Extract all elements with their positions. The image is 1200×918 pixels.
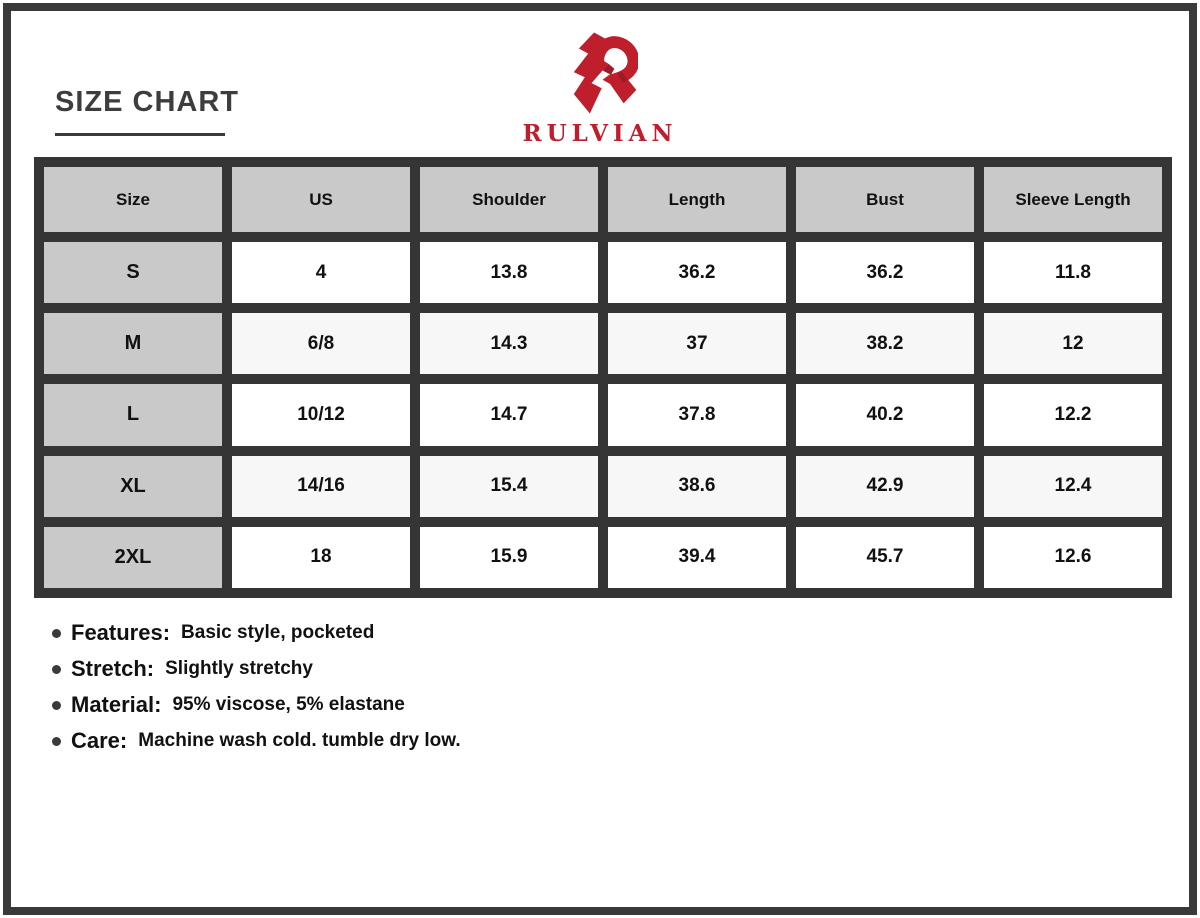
column-header-shoulder: Shoulder <box>420 167 598 232</box>
detail-value: Slightly stretchy <box>165 658 313 679</box>
table-cell: 14/16 <box>232 455 410 517</box>
table-cell: 18 <box>232 526 410 588</box>
table-cell: 12.6 <box>984 526 1162 588</box>
rulvian-r-monogram-icon <box>573 32 638 114</box>
detail-value: 95% viscose, 5% elastane <box>172 694 405 715</box>
table-cell: 42.9 <box>796 455 974 517</box>
detail-label: Features: <box>71 620 171 645</box>
table-cell: 11.8 <box>984 242 1162 304</box>
detail-label: Stretch: <box>71 656 155 681</box>
brand-wordmark: RULVIAN <box>522 120 678 147</box>
detail-value: Basic style, pocketed <box>181 622 375 643</box>
column-header-sleeve-length: Sleeve Length <box>984 167 1162 232</box>
table-cell: 37 <box>608 313 786 375</box>
table-cell: 36.2 <box>608 242 786 304</box>
table-cell: 12 <box>984 313 1162 375</box>
table-cell: 37.8 <box>608 384 786 446</box>
page-frame <box>3 3 1197 915</box>
title-underline <box>55 133 225 136</box>
table-cell: 36.2 <box>796 242 974 304</box>
row-label-m: M <box>44 313 222 375</box>
row-label-s: S <box>44 242 222 304</box>
bullet-icon <box>52 628 61 638</box>
bullet-icon <box>52 700 61 710</box>
detail-item-care: Care: Machine wash cold. tumble dry low. <box>52 728 461 754</box>
column-header-bust: Bust <box>796 167 974 232</box>
detail-item-stretch: Stretch: Slightly stretchy <box>52 656 461 682</box>
table-cell: 45.7 <box>796 526 974 588</box>
column-header-us: US <box>232 167 410 232</box>
detail-label: Care: <box>71 728 128 753</box>
table-cell: 12.4 <box>984 455 1162 517</box>
detail-item-features: Features: Basic style, pocketed <box>52 620 461 646</box>
bullet-icon <box>52 736 61 746</box>
size-chart-table: Size US Shoulder Length Bust Sleeve Leng… <box>34 157 1172 598</box>
table-cell: 40.2 <box>796 384 974 446</box>
bullet-icon <box>52 664 61 674</box>
table-cell: 38.2 <box>796 313 974 375</box>
table-cell: 15.9 <box>420 526 598 588</box>
table-cell: 39.4 <box>608 526 786 588</box>
detail-item-material: Material: 95% viscose, 5% elastane <box>52 692 461 718</box>
brand-logo: RULVIAN <box>0 30 1200 147</box>
row-label-xl: XL <box>44 455 222 517</box>
table-cell: 13.8 <box>420 242 598 304</box>
column-header-size: Size <box>44 167 222 232</box>
table-cell: 4 <box>232 242 410 304</box>
table-cell: 14.7 <box>420 384 598 446</box>
table-cell: 15.4 <box>420 455 598 517</box>
page-title: SIZE CHART <box>55 86 239 118</box>
table-cell: 14.3 <box>420 313 598 375</box>
row-label-l: L <box>44 384 222 446</box>
column-header-length: Length <box>608 167 786 232</box>
table-cell: 12.2 <box>984 384 1162 446</box>
row-label-2xl: 2XL <box>44 526 222 588</box>
table-cell: 38.6 <box>608 455 786 517</box>
table-cell: 10/12 <box>232 384 410 446</box>
detail-label: Material: <box>71 692 162 717</box>
product-details-list: Features: Basic style, pocketed Stretch:… <box>52 620 461 764</box>
detail-value: Machine wash cold. tumble dry low. <box>138 730 461 751</box>
table-cell: 6/8 <box>232 313 410 375</box>
